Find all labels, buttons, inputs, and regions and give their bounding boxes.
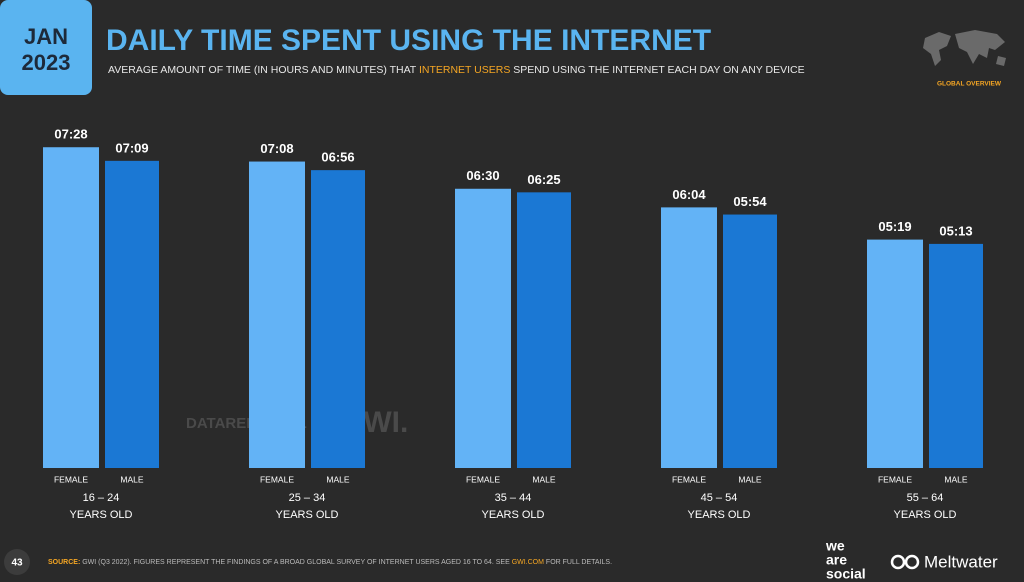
source-link: GWI.COM — [512, 559, 544, 566]
meltwater-icon — [890, 554, 920, 570]
brand: social — [826, 566, 866, 582]
value-label: 07:08 — [260, 141, 293, 156]
month: JAN — [24, 24, 68, 49]
brand: Meltwater — [924, 552, 998, 571]
bar — [723, 214, 777, 468]
category-label: 35 – 44 — [495, 492, 532, 504]
series-label: MALE — [532, 474, 555, 484]
value-label: 06:56 — [321, 150, 354, 165]
bar — [311, 170, 365, 469]
bar — [249, 161, 305, 468]
category-label: 16 – 24 — [83, 492, 120, 504]
series-label: FEMALE — [466, 474, 500, 484]
category-suffix: YEARS OLD — [70, 509, 133, 521]
value-label: 05:54 — [733, 194, 767, 209]
year: 2023 — [22, 50, 71, 75]
value-label: 06:30 — [466, 168, 499, 183]
series-label: FEMALE — [878, 474, 912, 484]
subtitle-part: SPEND USING THE INTERNET EACH DAY ON ANY… — [510, 64, 804, 76]
source-text: GWI (Q3 2022). FIGURES REPRESENT THE FIN… — [80, 559, 511, 566]
bar — [661, 207, 717, 468]
source-text: FOR FULL DETAILS. — [544, 559, 612, 566]
source: SOURCE: GWI (Q3 2022). FIGURES REPRESENT… — [48, 559, 612, 566]
subtitle-part: AVERAGE AMOUNT OF TIME (IN HOURS AND MIN… — [108, 64, 419, 76]
title: DAILY TIME SPENT USING THE INTERNET — [106, 24, 711, 57]
series-label: MALE — [738, 474, 761, 484]
source-label: SOURCE: — [48, 559, 80, 566]
value-label: 05:19 — [878, 219, 911, 234]
brand: we — [825, 538, 845, 554]
page-number: 43 — [11, 558, 23, 569]
category-suffix: YEARS OLD — [482, 509, 545, 521]
category-label: 25 – 34 — [289, 492, 326, 504]
value-label: 07:28 — [54, 127, 87, 142]
subtitle: AVERAGE AMOUNT OF TIME (IN HOURS AND MIN… — [108, 64, 805, 76]
series-label: MALE — [944, 474, 967, 484]
bar — [105, 160, 159, 468]
category-suffix: YEARS OLD — [276, 509, 339, 521]
bar — [517, 192, 571, 468]
series-label: MALE — [326, 474, 349, 484]
page-badge — [4, 549, 30, 575]
bar — [43, 147, 99, 468]
bar — [929, 243, 983, 468]
value-label: 06:25 — [527, 172, 560, 187]
date-badge — [0, 0, 92, 95]
value-label: 07:09 — [115, 140, 148, 155]
value-label: 05:13 — [939, 223, 972, 238]
category-label: 55 – 64 — [907, 492, 944, 504]
brand: are — [826, 552, 847, 568]
category-label: 45 – 54 — [701, 492, 738, 504]
world-map-icon — [923, 30, 1006, 66]
category-suffix: YEARS OLD — [894, 509, 957, 521]
bar — [867, 239, 923, 468]
bar — [455, 188, 511, 468]
series-label: FEMALE — [54, 474, 88, 484]
series-label: MALE — [120, 474, 143, 484]
subtitle-highlight: INTERNET USERS — [419, 64, 510, 76]
badge: GLOBAL OVERVIEW — [937, 81, 1002, 88]
series-label: FEMALE — [260, 474, 294, 484]
series-label: FEMALE — [672, 474, 706, 484]
category-suffix: YEARS OLD — [688, 509, 751, 521]
value-label: 06:04 — [672, 187, 706, 202]
